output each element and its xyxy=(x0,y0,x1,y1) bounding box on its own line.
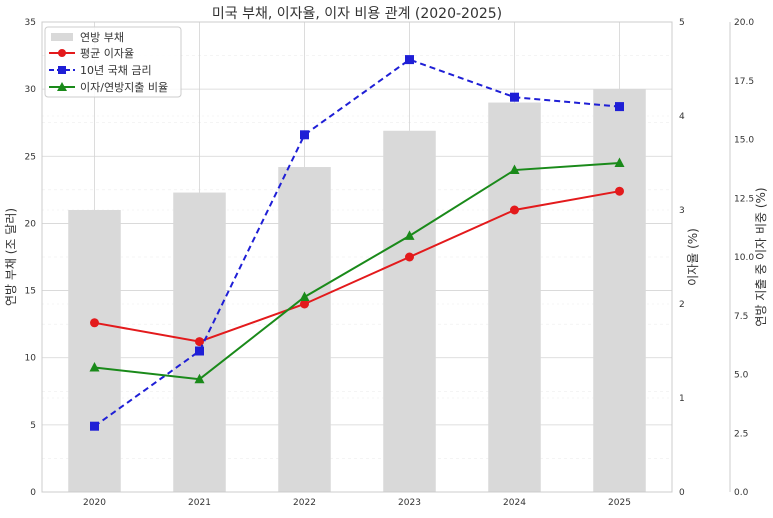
right-rate-tick-label: 4 xyxy=(679,112,685,122)
line-treasury-10y xyxy=(93,58,620,428)
point-avg-rate xyxy=(615,186,624,196)
x-tick-label: 2024 xyxy=(503,498,526,508)
left-axis-label: 연방 부채 (조 달러) xyxy=(4,208,18,306)
point-treasury-10y xyxy=(90,421,99,431)
legend-swatch-debt xyxy=(51,33,73,41)
left-tick-label: 30 xyxy=(25,85,37,95)
left-tick-label: 20 xyxy=(25,219,37,229)
point-avg-rate xyxy=(195,337,204,347)
point-interest-share xyxy=(614,157,625,167)
right-share-tick-label: 0.0 xyxy=(734,488,749,498)
left-tick-label: 15 xyxy=(25,287,36,297)
legend-frame xyxy=(44,26,182,98)
right-share-tick-label: 2.5 xyxy=(734,429,748,439)
point-interest-share xyxy=(299,291,310,301)
left-tick-label: 10 xyxy=(25,354,37,364)
point-interest-share xyxy=(194,373,205,384)
legend-marker-interest-share xyxy=(57,82,67,91)
right-rate-tick-label: 5 xyxy=(679,18,685,28)
line-layer xyxy=(89,55,625,431)
right-share-tick-label: 15.0 xyxy=(734,136,754,146)
right-axis-label-rate: 이자율 (%) xyxy=(686,228,700,286)
right-rate-tick-label: 1 xyxy=(679,394,685,404)
legend: 연방 부채 평균 이자율 10년 국채 금리 이자/연방지출 비율 xyxy=(44,26,182,98)
point-avg-rate xyxy=(90,318,99,328)
x-tick-label: 2021 xyxy=(188,498,211,508)
point-treasury-10y xyxy=(195,346,204,356)
point-interest-share xyxy=(404,230,415,240)
point-interest-share xyxy=(89,361,100,372)
bar-debt xyxy=(383,130,436,492)
bar-layer xyxy=(68,89,646,493)
left-tick-label: 0 xyxy=(30,488,36,498)
point-treasury-10y xyxy=(615,102,624,112)
left-tick-label: 35 xyxy=(25,18,36,28)
legend-label-avg-rate: 평균 이자율 xyxy=(80,47,134,60)
bar-debt xyxy=(68,210,121,492)
line-interest-share xyxy=(94,162,620,381)
chart-title: 미국 부채, 이자율, 이자 비용 관계 (2020-2025) xyxy=(212,6,502,22)
bar-debt xyxy=(593,89,646,493)
point-avg-rate xyxy=(510,205,519,215)
x-tick-label: 2023 xyxy=(398,498,421,508)
left-tick-label: 25 xyxy=(25,152,36,162)
legend-label-treasury: 10년 국채 금리 xyxy=(80,64,152,77)
legend-marker-avg-rate xyxy=(58,49,66,57)
right-axis-label-share: 연방 지출 중 이자 비중 (%) xyxy=(754,187,768,326)
right-rate-tick-label: 0 xyxy=(679,488,685,498)
right-share-tick-label: 7.5 xyxy=(734,312,748,322)
point-treasury-10y xyxy=(510,92,519,102)
point-treasury-10y xyxy=(300,130,309,140)
bar-debt xyxy=(278,167,331,492)
right-share-tick-label: 5.0 xyxy=(734,371,749,381)
right-rate-tick-label: 2 xyxy=(679,300,685,310)
x-tick-label: 2022 xyxy=(293,498,316,508)
point-treasury-10y xyxy=(405,55,414,65)
left-tick-label: 5 xyxy=(30,421,36,431)
bar-debt xyxy=(488,102,541,493)
point-avg-rate xyxy=(405,252,414,262)
x-tick-label: 2025 xyxy=(608,498,631,508)
legend-label-debt: 연방 부채 xyxy=(80,31,124,44)
right-share-tick-label: 12.5 xyxy=(734,194,754,204)
legend-marker-treasury xyxy=(58,66,66,74)
right-share-tick-label: 17.5 xyxy=(734,77,754,87)
right-rate-tick-label: 3 xyxy=(679,206,685,216)
point-interest-share xyxy=(509,164,520,175)
point-avg-rate xyxy=(300,299,309,309)
right-share-tick-label: 10.0 xyxy=(734,253,754,263)
right-share-tick-label: 20.0 xyxy=(734,18,754,28)
legend-label-interest-share: 이자/연방지출 비율 xyxy=(80,81,168,94)
plot-frame xyxy=(41,21,673,493)
line-avg-rate xyxy=(94,190,620,343)
x-tick-label: 2020 xyxy=(83,498,106,508)
